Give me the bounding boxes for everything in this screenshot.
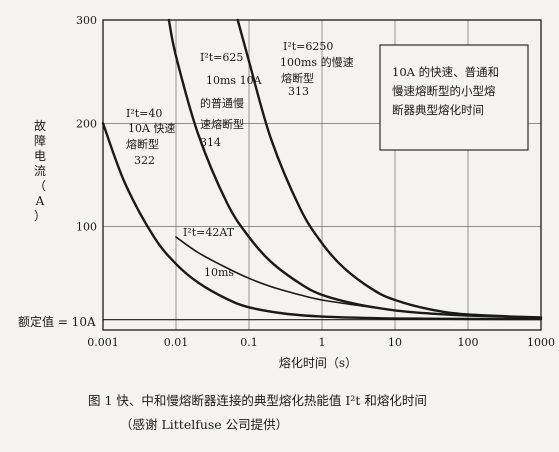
series-3-label-line-2: 10ms 10A	[206, 74, 263, 87]
y-tick-label: 300	[76, 14, 97, 27]
y-axis-title-char: ）	[34, 209, 46, 223]
annotation-box-line-1: 10A 的快速、普通和	[392, 65, 499, 79]
y-axis-title-char: 故	[34, 118, 46, 133]
series-3-curve	[167, 18, 543, 319]
series-1-label: I²t=40 10A 快速 熔断型 322	[126, 107, 175, 167]
y-axis-title-char: 电	[34, 149, 46, 163]
caption-line-1: 图 1 快、中和慢熔断器连接的典型熔化热能值 I²t 和熔化时间	[88, 393, 427, 408]
series-3-label-line-5: 314	[200, 136, 221, 149]
annotation-box-frame	[379, 44, 529, 151]
series-3-label-line-1: I²t=625	[200, 51, 243, 64]
series-4-label-line-4: 313	[288, 85, 309, 98]
series-1-label-line-1: I²t=40	[126, 107, 162, 120]
x-axis-title: 熔化时间（s）	[279, 355, 357, 370]
series-3-label-line-3: 的普通慢	[200, 96, 244, 110]
series-4-curve	[236, 18, 543, 319]
y-axis-title-char: （	[34, 179, 46, 193]
x-tick-label: 10	[388, 336, 402, 349]
series-3-label-line-4: 速熔断型	[200, 117, 244, 131]
x-tick-label: 1	[319, 336, 326, 349]
series-1-label-line-3: 熔断型	[126, 137, 159, 151]
series-4-label-line-3: 熔断型	[281, 71, 314, 85]
series-4-label-line-1: I²t=6250	[283, 40, 333, 53]
x-tick-label: 1000	[527, 336, 555, 349]
y-axis-title: 故障电流（ A）	[34, 118, 46, 223]
series-1-label-line-2: 10A 快速	[128, 122, 175, 135]
series-2-label-line-2: 10ms	[204, 266, 234, 279]
series-4-label-line-2: 100ms 的慢速	[280, 55, 354, 69]
plot-frame	[102, 19, 542, 331]
series-4-label: I²t=6250 100ms 的慢速 熔断型 313	[280, 40, 354, 98]
tick-labels: 0.001 0.01 0.1 1 10 100 1000 100 200 300	[76, 14, 555, 349]
rated-value-label: 额定值 = 10A	[18, 314, 96, 329]
curves	[101, 18, 543, 321]
series-3-label: I²t=625 10ms 10A 的普通慢 速熔断型 314	[200, 51, 263, 149]
series-1-label-line-4: 322	[134, 154, 155, 167]
y-tick-label: 200	[76, 117, 97, 130]
x-tick-label: 0.01	[164, 336, 189, 349]
x-tick-label: 0.1	[240, 336, 258, 349]
series-2-label-line-1: I²t=42AT	[183, 226, 235, 239]
annotation-box: 10A 的快速、普通和 慢速熔断型的小型熔 断器典型熔化时间	[379, 44, 529, 151]
x-tick-label: 100	[458, 336, 479, 349]
caption-line-2: （感谢 Littelfuse 公司提供）	[120, 417, 288, 432]
y-axis-title-char: 障	[34, 133, 46, 148]
series-2-label: I²t=42AT 10ms	[183, 226, 235, 279]
annotation-box-line-2: 慢速熔断型的小型熔	[392, 84, 496, 98]
y-axis-title-char: 流	[34, 164, 46, 178]
x-tick-label: 0.001	[87, 336, 119, 349]
y-tick-label: 100	[76, 221, 97, 234]
annotation-box-line-3: 断器典型熔化时间	[392, 103, 484, 117]
y-axis-title-char: A	[35, 194, 45, 208]
series-1-curve	[101, 122, 543, 321]
